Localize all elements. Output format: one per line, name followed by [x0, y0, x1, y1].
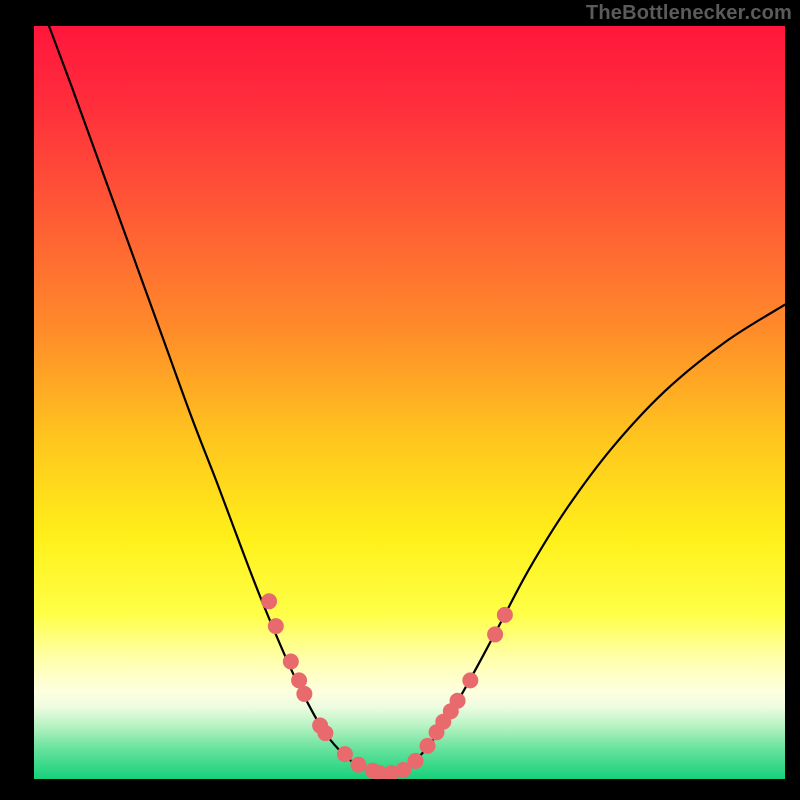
data-marker — [262, 594, 277, 609]
data-marker — [408, 753, 423, 768]
data-marker — [463, 673, 478, 688]
data-marker — [318, 726, 333, 741]
data-marker — [337, 747, 352, 762]
data-marker — [351, 757, 366, 772]
data-marker — [450, 693, 465, 708]
data-marker — [292, 673, 307, 688]
data-marker — [420, 738, 435, 753]
data-marker — [283, 654, 298, 669]
chart-frame: TheBottlenecker.com — [0, 0, 800, 800]
chart-svg — [34, 26, 785, 779]
plot-area — [34, 26, 785, 779]
data-marker — [488, 627, 503, 642]
data-marker — [268, 619, 283, 634]
data-marker — [297, 686, 312, 701]
data-marker — [497, 607, 512, 622]
watermark-text: TheBottlenecker.com — [586, 2, 792, 25]
gradient-background — [34, 26, 785, 779]
